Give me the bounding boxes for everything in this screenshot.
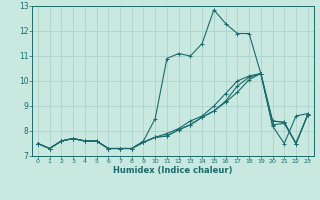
X-axis label: Humidex (Indice chaleur): Humidex (Indice chaleur) <box>113 166 233 175</box>
